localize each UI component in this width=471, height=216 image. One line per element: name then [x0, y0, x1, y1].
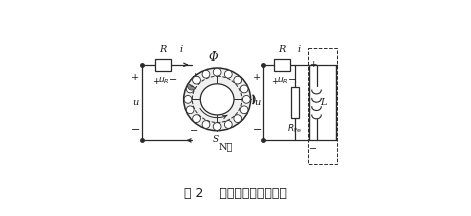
Text: +: + — [253, 73, 261, 82]
Text: −: − — [190, 127, 198, 136]
Text: i: i — [297, 45, 300, 54]
Text: R: R — [160, 45, 167, 54]
Circle shape — [224, 121, 232, 128]
Text: R: R — [278, 45, 285, 54]
Circle shape — [202, 70, 210, 78]
Circle shape — [213, 68, 221, 76]
Text: $u_R$: $u_R$ — [158, 76, 170, 86]
Bar — [274, 59, 290, 71]
Text: Φ: Φ — [208, 51, 218, 64]
Circle shape — [240, 106, 248, 114]
Text: +: + — [271, 76, 279, 86]
Circle shape — [187, 85, 194, 93]
Text: −: − — [309, 145, 317, 154]
Text: L: L — [320, 98, 327, 107]
Circle shape — [243, 95, 250, 103]
Bar — [155, 59, 171, 71]
Text: +: + — [191, 72, 198, 81]
Text: +: + — [131, 73, 139, 82]
Text: −: − — [252, 125, 262, 135]
Bar — [291, 87, 299, 118]
Text: u: u — [132, 98, 138, 107]
Text: u: u — [254, 98, 260, 107]
Circle shape — [193, 76, 200, 84]
Text: +: + — [309, 60, 317, 69]
Ellipse shape — [184, 68, 251, 131]
Text: −: − — [288, 76, 296, 86]
Bar — [308, 48, 337, 164]
Circle shape — [234, 115, 242, 122]
Circle shape — [202, 121, 210, 128]
Ellipse shape — [200, 84, 234, 115]
Circle shape — [213, 123, 221, 130]
Text: +: + — [153, 76, 160, 86]
Text: −: − — [170, 76, 178, 86]
Circle shape — [224, 70, 232, 78]
Circle shape — [193, 115, 200, 122]
Text: S: S — [213, 135, 219, 144]
Text: $R_{\mathrm{Fe}}$: $R_{\mathrm{Fe}}$ — [287, 122, 303, 135]
Circle shape — [184, 95, 192, 103]
Text: 图 2    环形变压器等效电路: 图 2 环形变压器等效电路 — [184, 187, 287, 200]
Ellipse shape — [200, 84, 234, 115]
Circle shape — [240, 85, 248, 93]
Text: $u_R$: $u_R$ — [277, 76, 289, 86]
Text: i: i — [180, 45, 183, 54]
Text: −: − — [130, 125, 140, 135]
Circle shape — [234, 76, 242, 84]
Wedge shape — [187, 84, 195, 90]
Text: N匝: N匝 — [219, 142, 233, 151]
Circle shape — [187, 106, 194, 114]
